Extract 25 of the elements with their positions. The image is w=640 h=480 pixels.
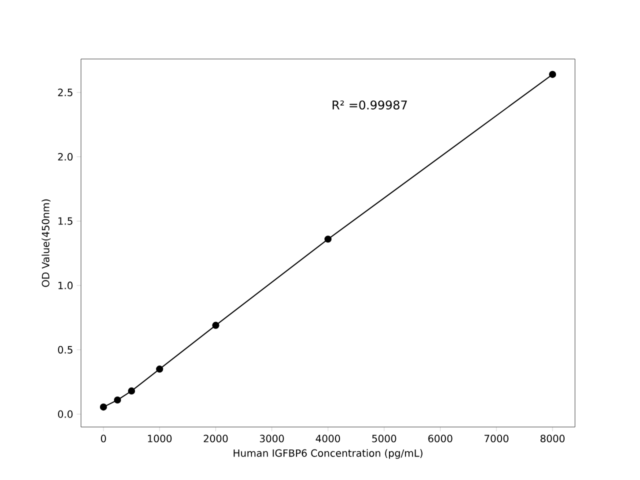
x-tick-label: 6000	[428, 434, 452, 442]
x-tick-label: 8000	[540, 434, 565, 442]
point	[324, 236, 332, 243]
point	[156, 366, 164, 373]
x-tick-label: 4000	[316, 434, 340, 442]
y-tick-label: 2.5	[58, 88, 72, 96]
point	[128, 387, 136, 395]
x-tick-label: 2000	[204, 434, 228, 442]
x-tick-label: 7000	[484, 434, 508, 442]
point	[212, 322, 220, 329]
point	[549, 70, 556, 78]
y-axis-title: OD Value(450nm)	[42, 199, 51, 287]
y-tick-label: 1.0	[58, 282, 73, 290]
x-tick-label: 5000	[372, 434, 396, 442]
y-tick-label: 0.0	[58, 410, 73, 418]
annotation: R² =0.99987	[332, 100, 407, 110]
point	[100, 404, 107, 411]
y-tick-label: 1.5	[58, 217, 72, 225]
point	[114, 396, 122, 404]
x-tick-label: 3000	[260, 434, 284, 442]
x-tick-label: 1000	[148, 434, 172, 442]
y-tick-label: 2.0	[58, 153, 73, 161]
y-tick-label: 0.5	[58, 346, 72, 354]
x-axis-title: Human IGFBP6 Concentration (pg/mL)	[234, 449, 422, 459]
x-tick-label: 0	[100, 434, 106, 442]
